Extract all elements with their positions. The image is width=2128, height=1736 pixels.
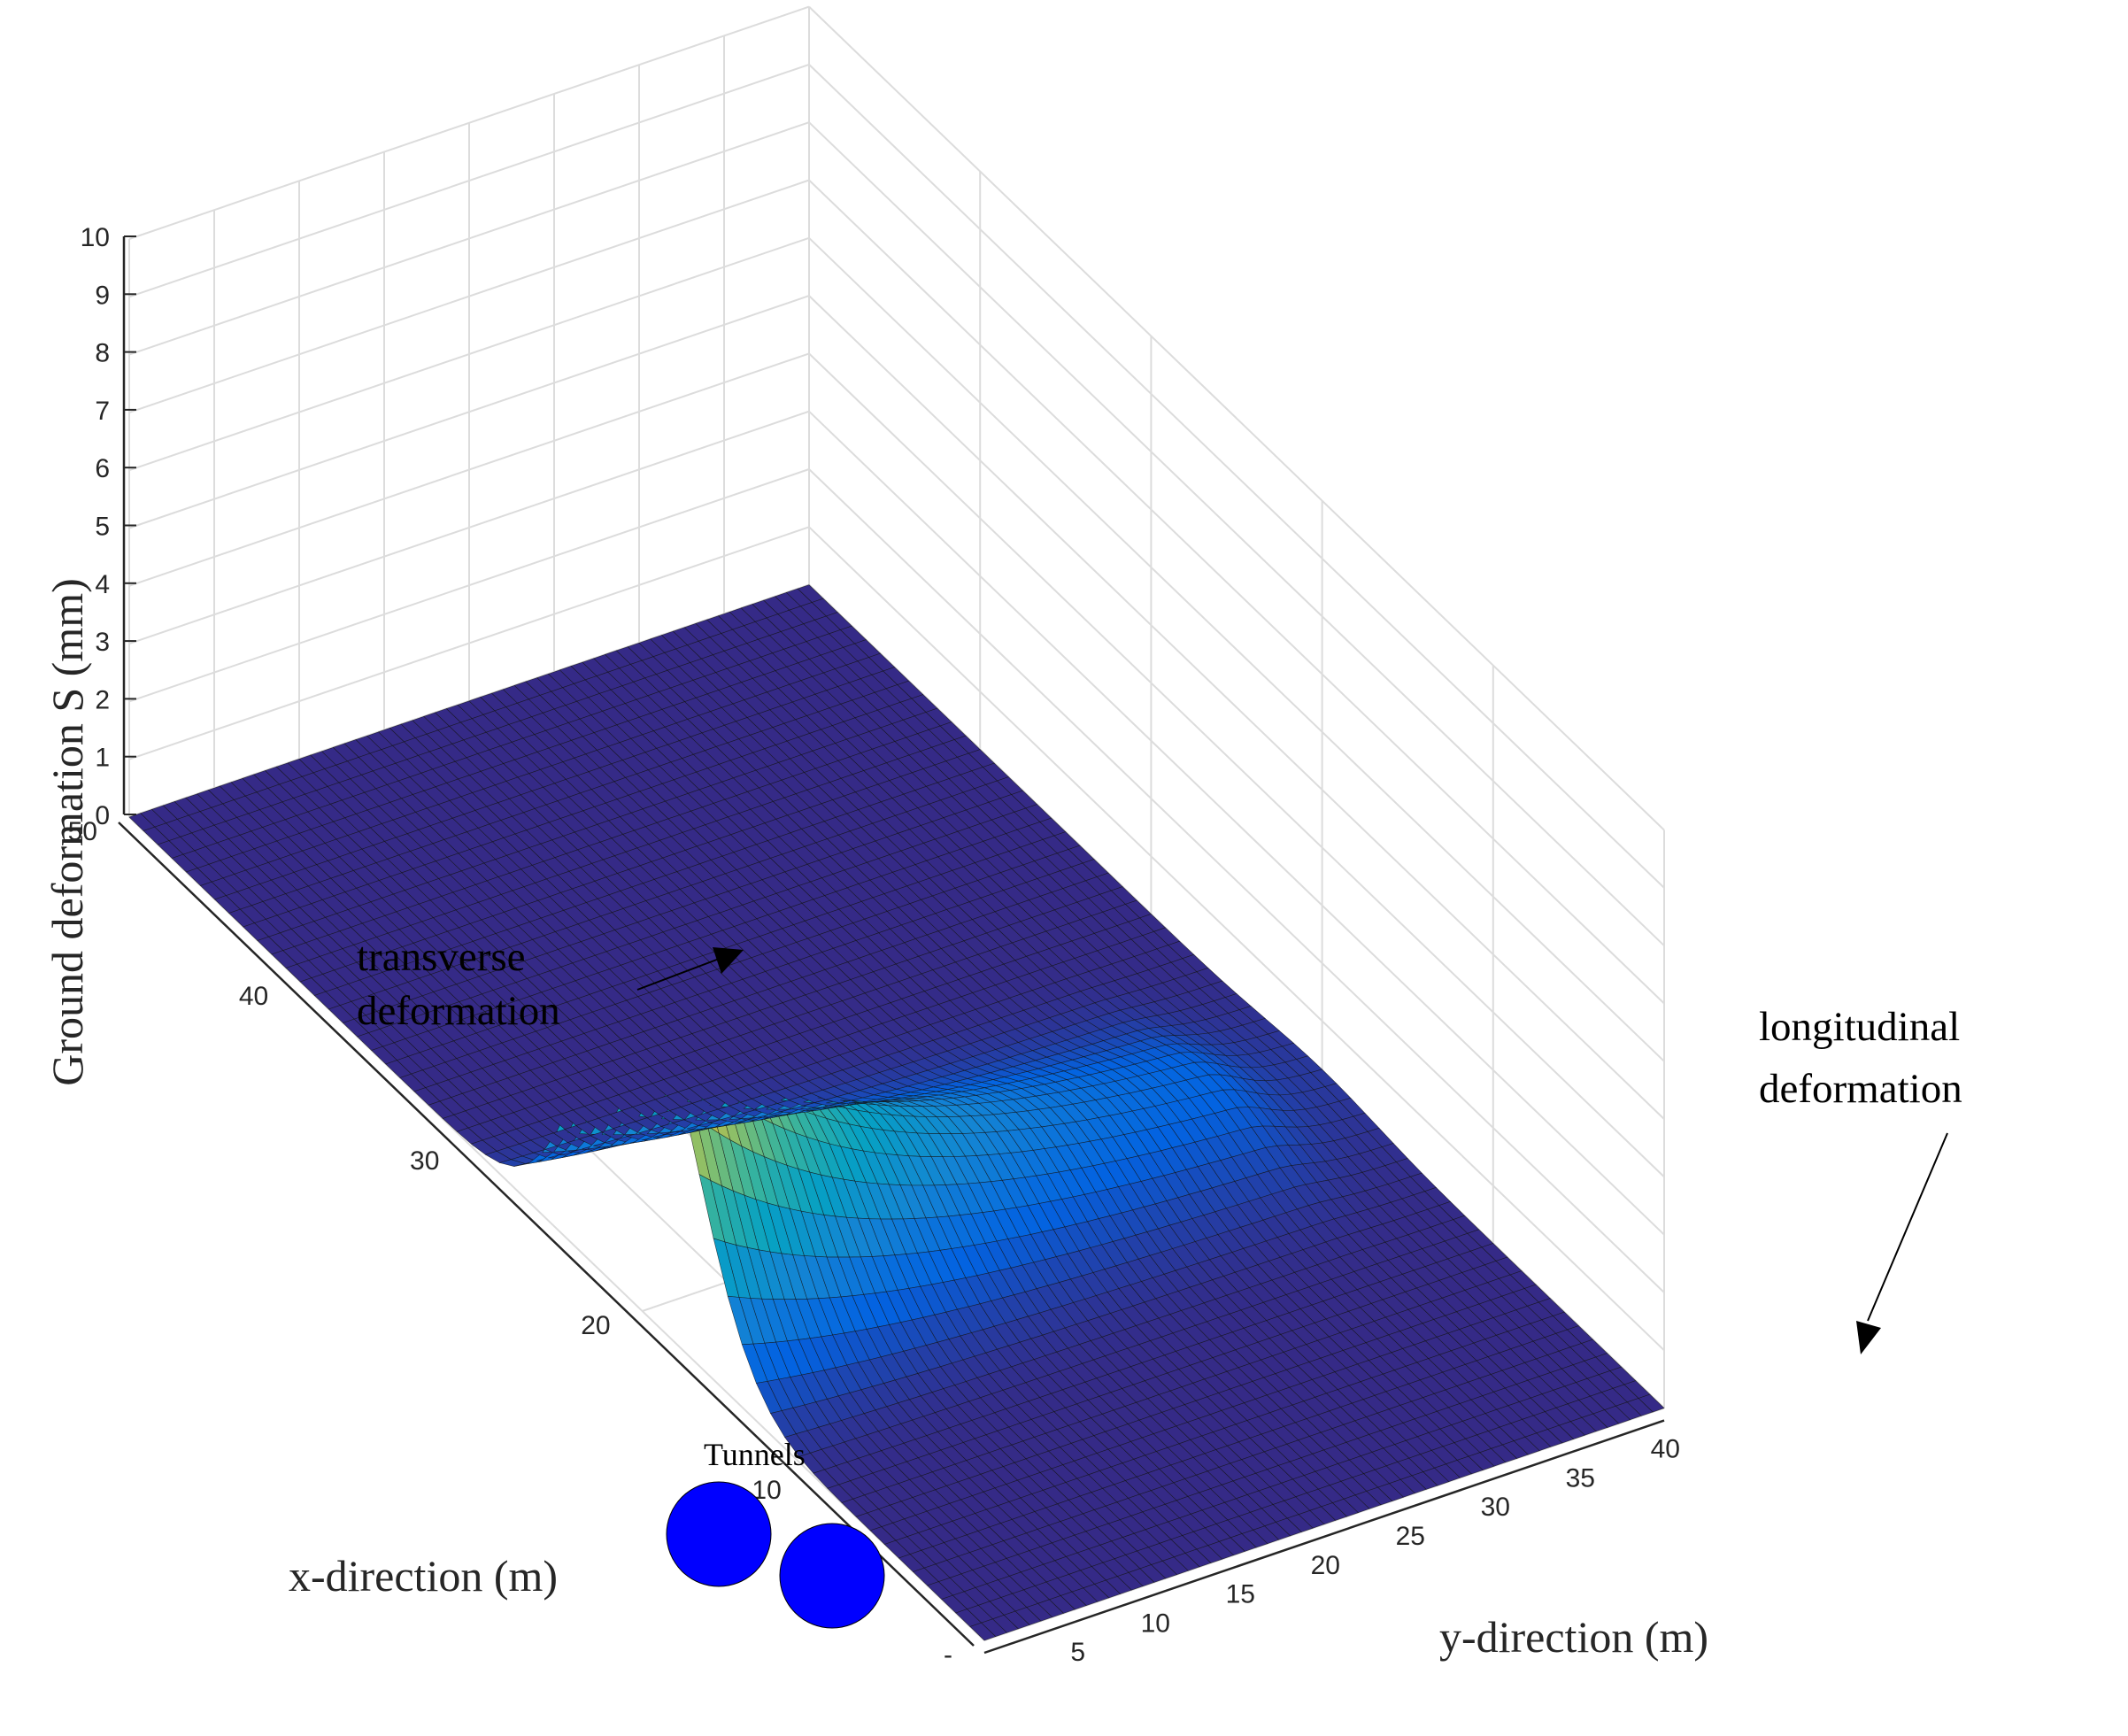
z-tick-label: 4 (95, 570, 110, 599)
annotations: transverse deformation longitudinal defo… (357, 934, 1962, 1629)
x-tick-label: - (944, 1640, 952, 1670)
y-tick-label: 35 (1566, 1463, 1595, 1493)
x-tick-label: 30 (410, 1146, 439, 1176)
z-tick-label: 3 (95, 628, 110, 657)
y-tick-label: 5 (1070, 1638, 1085, 1667)
x-axis-label: x-direction (m) (289, 1551, 558, 1601)
y-tick-label: 15 (1226, 1580, 1255, 1609)
longitudinal-annotation-line1: longitudinal (1759, 1004, 1960, 1050)
z-tick-label: 10 (81, 223, 110, 252)
longitudinal-arrow (1867, 1132, 1948, 1322)
z-tick-label: 9 (95, 281, 110, 310)
y-tick-label: 30 (1481, 1493, 1510, 1522)
x-tick-label: 40 (239, 982, 268, 1011)
background-grid (128, 5, 1665, 1641)
tunnel-2 (779, 1523, 885, 1629)
transverse-arrow-head (713, 947, 744, 974)
z-tick-label: 2 (95, 685, 110, 714)
x-tick-label: 50 (68, 817, 97, 846)
y-axis-label: y-direction (m) (1439, 1612, 1708, 1662)
y-tick-label: 40 (1651, 1435, 1680, 1464)
y-tick-label: 20 (1311, 1551, 1340, 1580)
z-axis-label: Ground deformation S (mm) (42, 578, 92, 1086)
tunnel-1 (666, 1481, 772, 1587)
x-tick-label: 20 (581, 1311, 610, 1340)
transverse-annotation-line2: deformation (357, 988, 560, 1034)
z-tick-label: 6 (95, 454, 110, 483)
y-tick-label: 10 (1141, 1609, 1170, 1638)
z-tick-label: 1 (95, 744, 110, 773)
transverse-annotation-line1: transverse (357, 934, 526, 980)
z-tick-label: 5 (95, 513, 110, 542)
deformation-surface (128, 584, 1665, 1641)
z-tick-label: 7 (95, 397, 110, 426)
tunnels-label: Tunnels (704, 1437, 806, 1472)
y-tick-label: 25 (1396, 1522, 1425, 1551)
z-tick-label: 0 (95, 801, 110, 830)
transverse-arrow (636, 957, 722, 991)
longitudinal-annotation-line2: deformation (1759, 1066, 1962, 1112)
z-tick-label: 8 (95, 339, 110, 368)
longitudinal-arrow-head (1856, 1321, 1881, 1354)
